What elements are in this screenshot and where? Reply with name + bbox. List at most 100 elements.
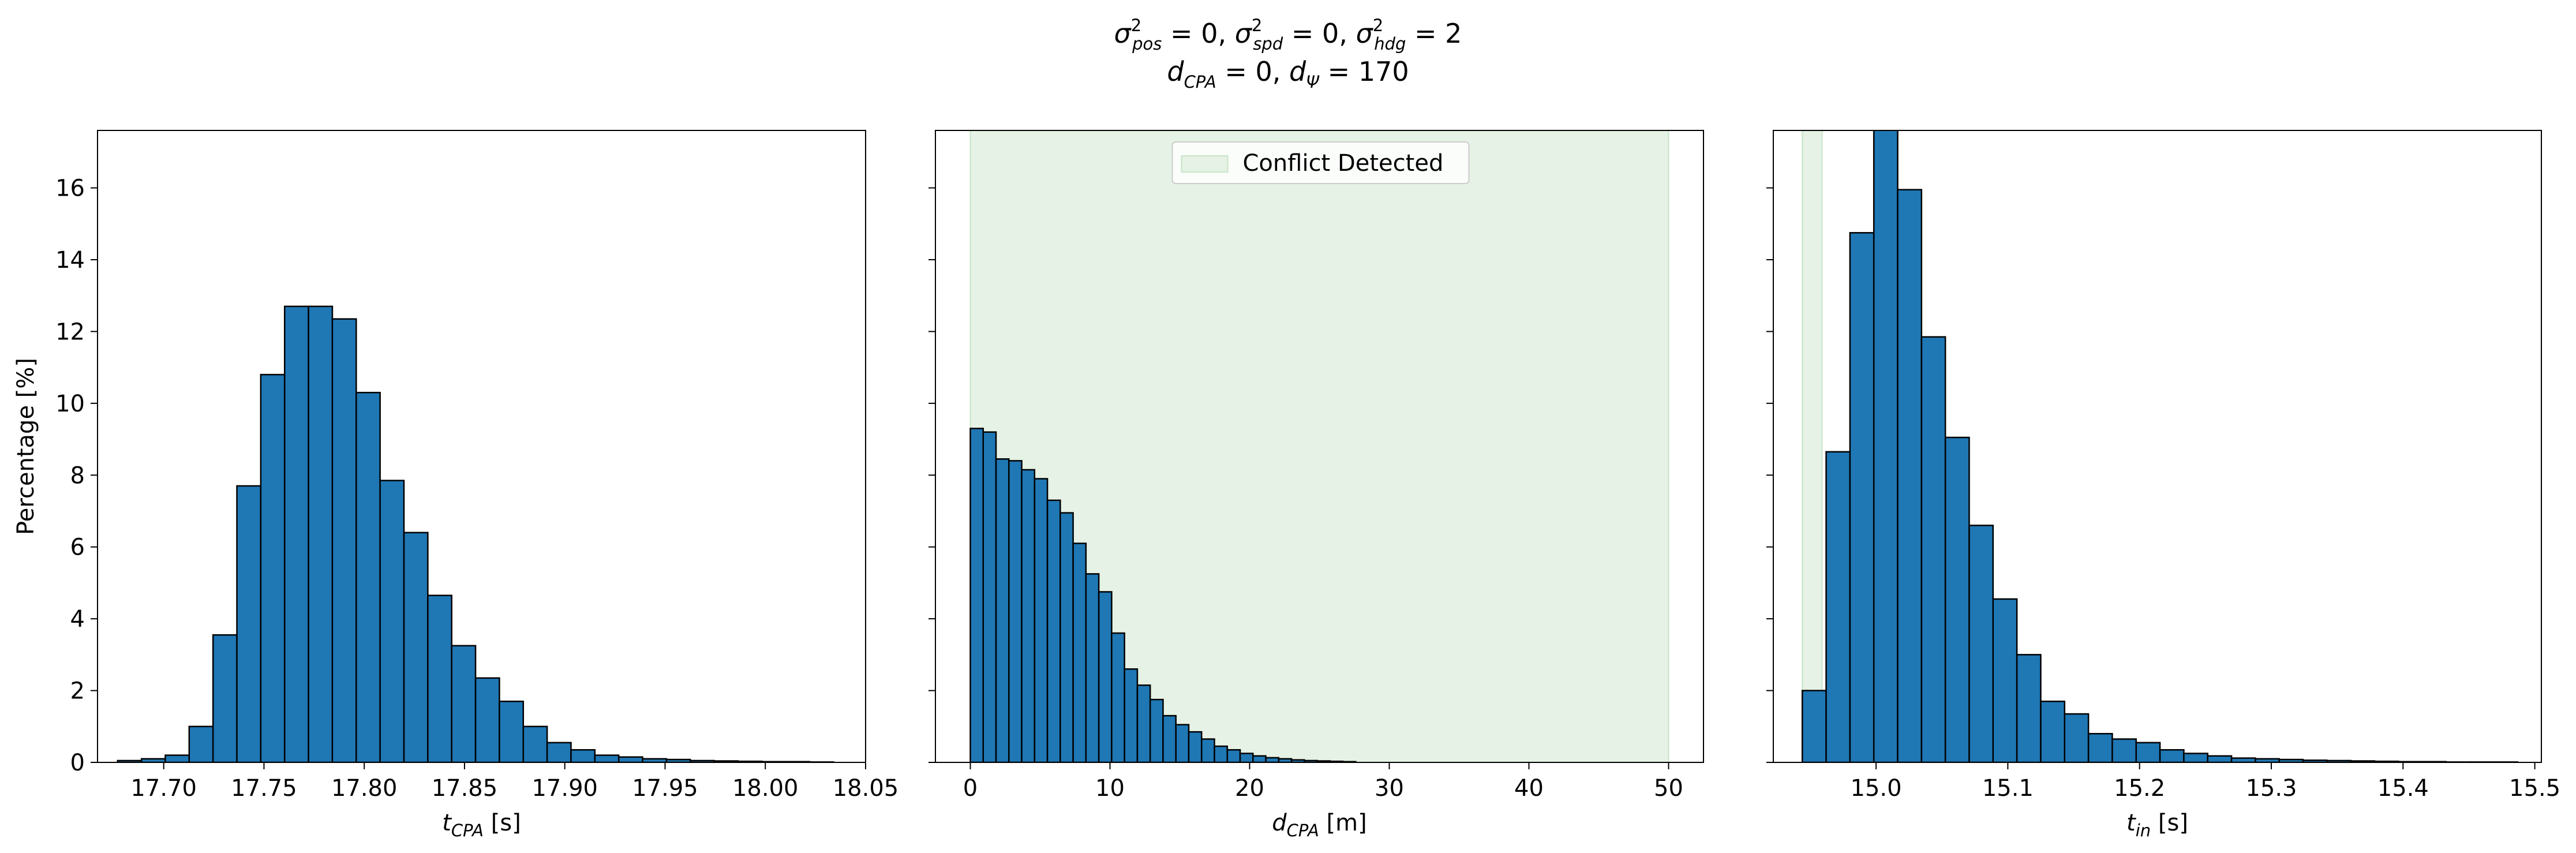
histogram-bar <box>2040 700 2066 762</box>
panel-tcpa: 17.70 17.75 17.80 17.85 17.90 17.95 18.00 18.05… <box>13 130 898 840</box>
x-tick-label: 30 <box>1375 775 1404 802</box>
bars-layer <box>117 305 834 762</box>
histogram-bar <box>2183 753 2208 762</box>
figure-title-line2: dCPA = 0, dΨ = 170 <box>1167 56 1409 92</box>
histogram-bar <box>1124 668 1139 762</box>
histogram-bar <box>2230 757 2256 762</box>
y-tick-label: 12 <box>55 319 85 345</box>
x-tick-label: 17.80 <box>331 775 398 802</box>
x-tick-label: 17.95 <box>632 775 698 802</box>
histogram-bar <box>1072 543 1087 762</box>
x-axis-label: tin [s] <box>2126 810 2188 840</box>
y-tick-label: 14 <box>55 247 85 274</box>
histogram-bar <box>2064 713 2090 762</box>
x-tick-label: 20 <box>1235 775 1264 802</box>
histogram-bar <box>1849 232 1875 762</box>
histogram-bar <box>1111 632 1125 762</box>
histogram-bar <box>1059 512 1074 762</box>
histogram-bar <box>2207 755 2233 762</box>
x-axis-label: tCPA [s] <box>442 810 521 840</box>
histogram-bar <box>969 428 984 762</box>
histogram-bar <box>1149 698 1164 762</box>
histogram-bar <box>474 677 500 762</box>
histogram-bar <box>995 458 1010 762</box>
panel-tin: 15.0 15.1 15.2 15.3 15.4 15.5 tin [s] <box>1766 130 2560 840</box>
x-tick-label: 15.4 <box>2377 775 2429 802</box>
histogram-bar <box>212 634 238 762</box>
histogram-bar <box>188 725 214 762</box>
y-tick-label: 6 <box>70 534 85 561</box>
histogram-bar <box>451 645 477 762</box>
histogram-bar <box>1008 460 1023 762</box>
histogram-bar <box>982 431 997 762</box>
histogram-bar <box>1920 336 1946 762</box>
x-tick-label: 15.5 <box>2509 775 2560 802</box>
histogram-bar <box>1992 598 2018 762</box>
bars-layer <box>969 428 1357 762</box>
x-tick-label: 10 <box>1095 775 1125 802</box>
ticks-layer: 0 10 20 30 40 50 <box>928 187 1683 802</box>
bars-layer <box>1801 130 2519 762</box>
axes-frame <box>935 130 1704 763</box>
histogram-bar <box>1825 451 1851 762</box>
histogram-bar <box>1136 684 1151 762</box>
histogram-bar <box>1265 757 1280 762</box>
y-tick-label: 16 <box>55 175 85 202</box>
histogram-bar <box>1252 755 1267 762</box>
y-tick-label: 4 <box>70 606 85 633</box>
x-tick-label: 17.90 <box>531 775 598 802</box>
histogram-bar <box>331 318 357 762</box>
histogram-bar <box>1239 753 1254 762</box>
x-axis-label: dCPA [m] <box>1272 810 1366 840</box>
ticks-layer: 15.0 15.1 15.2 15.3 15.4 15.5 <box>1766 187 2560 802</box>
histogram-bar <box>1226 749 1241 762</box>
histogram-bar <box>2159 749 2185 762</box>
legend-label: Conflict Detected <box>1243 150 1444 177</box>
axes-frame <box>97 130 866 763</box>
x-tick-label: 17.75 <box>231 775 297 802</box>
shade-layer <box>1802 130 1823 762</box>
legend-layer: Conflict Detected <box>1171 141 1470 184</box>
x-tick-label: 18.05 <box>833 775 899 802</box>
histogram-bar <box>1944 436 1970 762</box>
histogram-bar <box>2087 732 2113 762</box>
legend-box <box>1171 141 1470 184</box>
histogram-bar <box>379 480 405 762</box>
histogram-bar <box>570 749 596 762</box>
histogram-bar <box>1968 525 1994 762</box>
y-tick-label: 0 <box>70 750 85 776</box>
axes-frame <box>1773 130 2542 763</box>
y-tick-label: 8 <box>70 462 85 489</box>
histogram-bar <box>427 594 452 762</box>
histogram-bar <box>308 305 334 762</box>
histogram-bar <box>1046 499 1061 762</box>
histogram-bar <box>355 391 381 762</box>
histogram-bar <box>1085 573 1100 762</box>
histogram-bar <box>1873 130 1899 762</box>
ticks-layer: 17.70 17.75 17.80 17.85 17.90 17.95 18.00 18.05… <box>55 175 898 802</box>
x-tick-label: 15.2 <box>2114 775 2165 802</box>
histogram-bar <box>1214 745 1229 762</box>
histogram-bar <box>403 532 429 762</box>
histogram-bar <box>1162 714 1177 762</box>
histogram-bar <box>236 485 262 762</box>
y-tick-label: 2 <box>70 678 85 705</box>
x-tick-label: 0 <box>963 775 978 802</box>
histogram-bar <box>1175 724 1190 762</box>
figure-title-line1: σ2 pos = 0, σ2 spd = 0, σ2 hdg = 2 <box>1114 16 1462 54</box>
histogram-bar <box>2111 738 2137 762</box>
histogram-bar <box>1201 738 1215 762</box>
x-tick-label: 17.70 <box>130 775 197 802</box>
histogram-bar <box>1897 189 1923 762</box>
histogram-bar <box>2135 742 2161 762</box>
histogram-bar <box>499 700 525 762</box>
histogram-bar <box>164 754 190 762</box>
histogram-bar <box>594 754 620 762</box>
histogram-bar <box>617 756 643 762</box>
histogram-bar <box>1801 690 1827 762</box>
x-tick-label: 17.85 <box>432 775 498 802</box>
histogram-bar <box>1098 591 1113 762</box>
histogram-bar <box>2016 654 2042 762</box>
y-tick-label: 10 <box>55 391 85 417</box>
